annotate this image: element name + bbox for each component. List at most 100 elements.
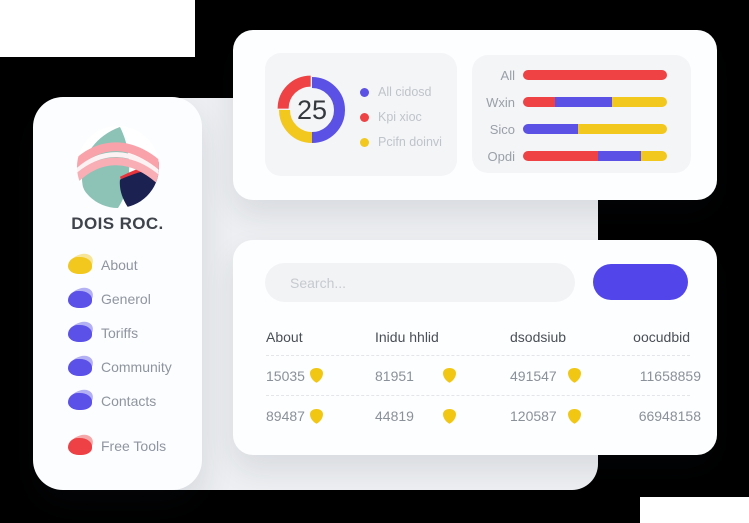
primary-action-button[interactable] <box>593 264 688 300</box>
bar-segment-red <box>523 70 667 80</box>
bar-segment-indigo <box>523 124 578 134</box>
donut-center-value: 25 <box>296 94 328 125</box>
bar-segment-yellow <box>641 151 667 161</box>
table-header-cell: Inidu hhlid <box>375 328 439 345</box>
table-header-row: About Inidu hhlid dsodsiub oocudbid <box>266 318 690 356</box>
bar-track <box>523 70 667 80</box>
menu-blob-icon <box>68 358 92 376</box>
donut-chart <box>277 75 345 143</box>
cell-value: 120587 <box>510 408 557 424</box>
cell-value: 491547 <box>510 367 557 384</box>
legend-label: All cidosd <box>378 85 432 99</box>
sidebar-item-toriffs[interactable]: Toriffs <box>68 321 202 345</box>
sidebar-item-label: Contacts <box>101 393 157 409</box>
bar-segment-indigo <box>597 151 642 161</box>
bar-segment-red <box>523 97 555 107</box>
bar-segment-indigo <box>554 97 613 107</box>
legend-item: All cidosd <box>360 82 442 102</box>
sidebar-item-free-tools[interactable]: Free Tools <box>68 434 202 458</box>
brand-logo-icon <box>76 126 159 208</box>
bar-row-opdi: Opdi <box>477 148 691 164</box>
donut-chart-card: 25 All cidosd Kpi xioc Pcifn doinvi <box>265 53 457 176</box>
menu-blob-icon <box>68 437 92 455</box>
stats-card: 25 All cidosd Kpi xioc Pcifn doinvi All Wxi… <box>233 30 717 200</box>
table-header-cell: About <box>266 328 303 345</box>
legend-dot-icon <box>360 112 369 122</box>
legend-label: Kpi xioc <box>378 110 422 124</box>
legend-item: Kpi xioc <box>360 107 442 127</box>
bar-row-wxin: Wxin <box>477 94 691 110</box>
bar-segment-yellow <box>577 124 667 134</box>
table-cell: 491547 <box>510 368 581 384</box>
shield-icon <box>443 368 456 383</box>
sidebar-item-label: Community <box>101 359 172 375</box>
bar-track <box>523 97 667 107</box>
donut-segments <box>277 75 345 143</box>
table-row: 15035 81951 491547 11658859 <box>266 356 701 396</box>
sidebar-item-about[interactable]: About <box>68 253 202 277</box>
shield-icon <box>443 408 456 424</box>
table-cell: 44819 <box>375 408 510 424</box>
bar-chart: All Wxin Sico Opdi <box>477 68 691 164</box>
search-input[interactable] <box>265 263 575 302</box>
value-with-icon: 44819 <box>375 408 456 424</box>
bar-track <box>523 124 667 134</box>
background-rect-top-left <box>0 0 195 57</box>
sidebar-item-label: Toriffs <box>101 325 139 341</box>
shield-icon <box>568 368 581 383</box>
cell-value: 89487 <box>266 408 305 424</box>
shield-icon <box>310 408 323 424</box>
data-table: About Inidu hhlid dsodsiub oocudbid 15035 81… <box>266 318 701 436</box>
legend-dot-icon <box>360 137 369 147</box>
bar-chart-card: All Wxin Sico Opdi <box>472 55 691 173</box>
table-header-cell: dsodsiub <box>510 328 567 345</box>
sidebar-item-label: Generol <box>101 291 151 307</box>
bar-row-sico: Sico <box>477 121 691 137</box>
bar-track <box>523 151 667 161</box>
value-with-icon: 89487 <box>266 408 323 424</box>
value-with-icon: 15035 <box>266 368 323 384</box>
table-cell: 81951 <box>375 368 510 384</box>
bar-category-label: Wxin <box>486 94 515 110</box>
sidebar-item-contacts[interactable]: Contacts <box>68 389 202 413</box>
sidebar-menu: About Generol Toriffs Community Contacts Free… <box>33 253 202 458</box>
sidebar: DOIS ROC. About Generol Toriffs Community Co… <box>33 97 202 490</box>
table-row: 89487 44819 120587 66948158 <box>266 396 701 436</box>
cell-value: 11658859 <box>639 367 701 384</box>
bar-category-label: Sico <box>489 121 515 137</box>
shield-icon <box>568 408 581 424</box>
sidebar-item-label: About <box>101 257 138 273</box>
sidebar-item-label: Free Tools <box>101 438 167 454</box>
bar-category-label: Opdi <box>487 148 515 164</box>
table-cell: 89487 <box>266 408 375 424</box>
legend-dot-icon <box>360 87 369 97</box>
donut-segment-2 <box>279 77 345 143</box>
table-header-cell: oocudbid <box>633 328 690 345</box>
sidebar-item-generol[interactable]: Generol <box>68 287 202 311</box>
menu-blob-icon <box>68 256 92 274</box>
cell-value: 66948158 <box>638 408 701 424</box>
sidebar-item-community[interactable]: Community <box>68 355 202 379</box>
background-rect-bottom-right <box>640 497 749 523</box>
legend-item: Pcifn doinvi <box>360 132 442 152</box>
brand-name: DOIS ROC. <box>71 214 164 233</box>
bar-row-all: All <box>477 68 691 83</box>
cell-value: 15035 <box>266 367 305 384</box>
table-cell: 15035 <box>266 368 375 384</box>
search-row <box>265 263 688 302</box>
value-with-icon: 491547 <box>510 368 581 384</box>
value-with-icon: 81951 <box>375 368 456 384</box>
donut-segment-1 <box>277 75 344 142</box>
bar-segment-red <box>523 151 598 161</box>
table-body: 15035 81951 491547 11658859 89487 44819 120587… <box>266 356 701 436</box>
menu-blob-icon <box>68 324 92 342</box>
data-table-card: About Inidu hhlid dsodsiub oocudbid 15035 81… <box>233 240 717 455</box>
legend-label: Pcifn doinvi <box>378 135 442 149</box>
value-with-icon: 120587 <box>510 408 581 424</box>
bar-segment-yellow <box>612 97 667 107</box>
menu-blob-icon <box>68 290 92 308</box>
menu-blob-icon <box>68 392 92 410</box>
donut-legend: All cidosd Kpi xioc Pcifn doinvi <box>360 82 442 152</box>
cell-value: 81951 <box>375 367 414 384</box>
